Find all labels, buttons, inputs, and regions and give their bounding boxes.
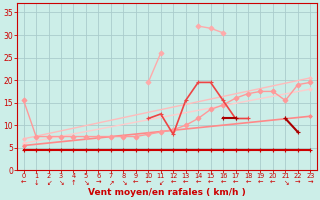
X-axis label: Vent moyen/en rafales ( km/h ): Vent moyen/en rafales ( km/h ) — [88, 188, 246, 197]
